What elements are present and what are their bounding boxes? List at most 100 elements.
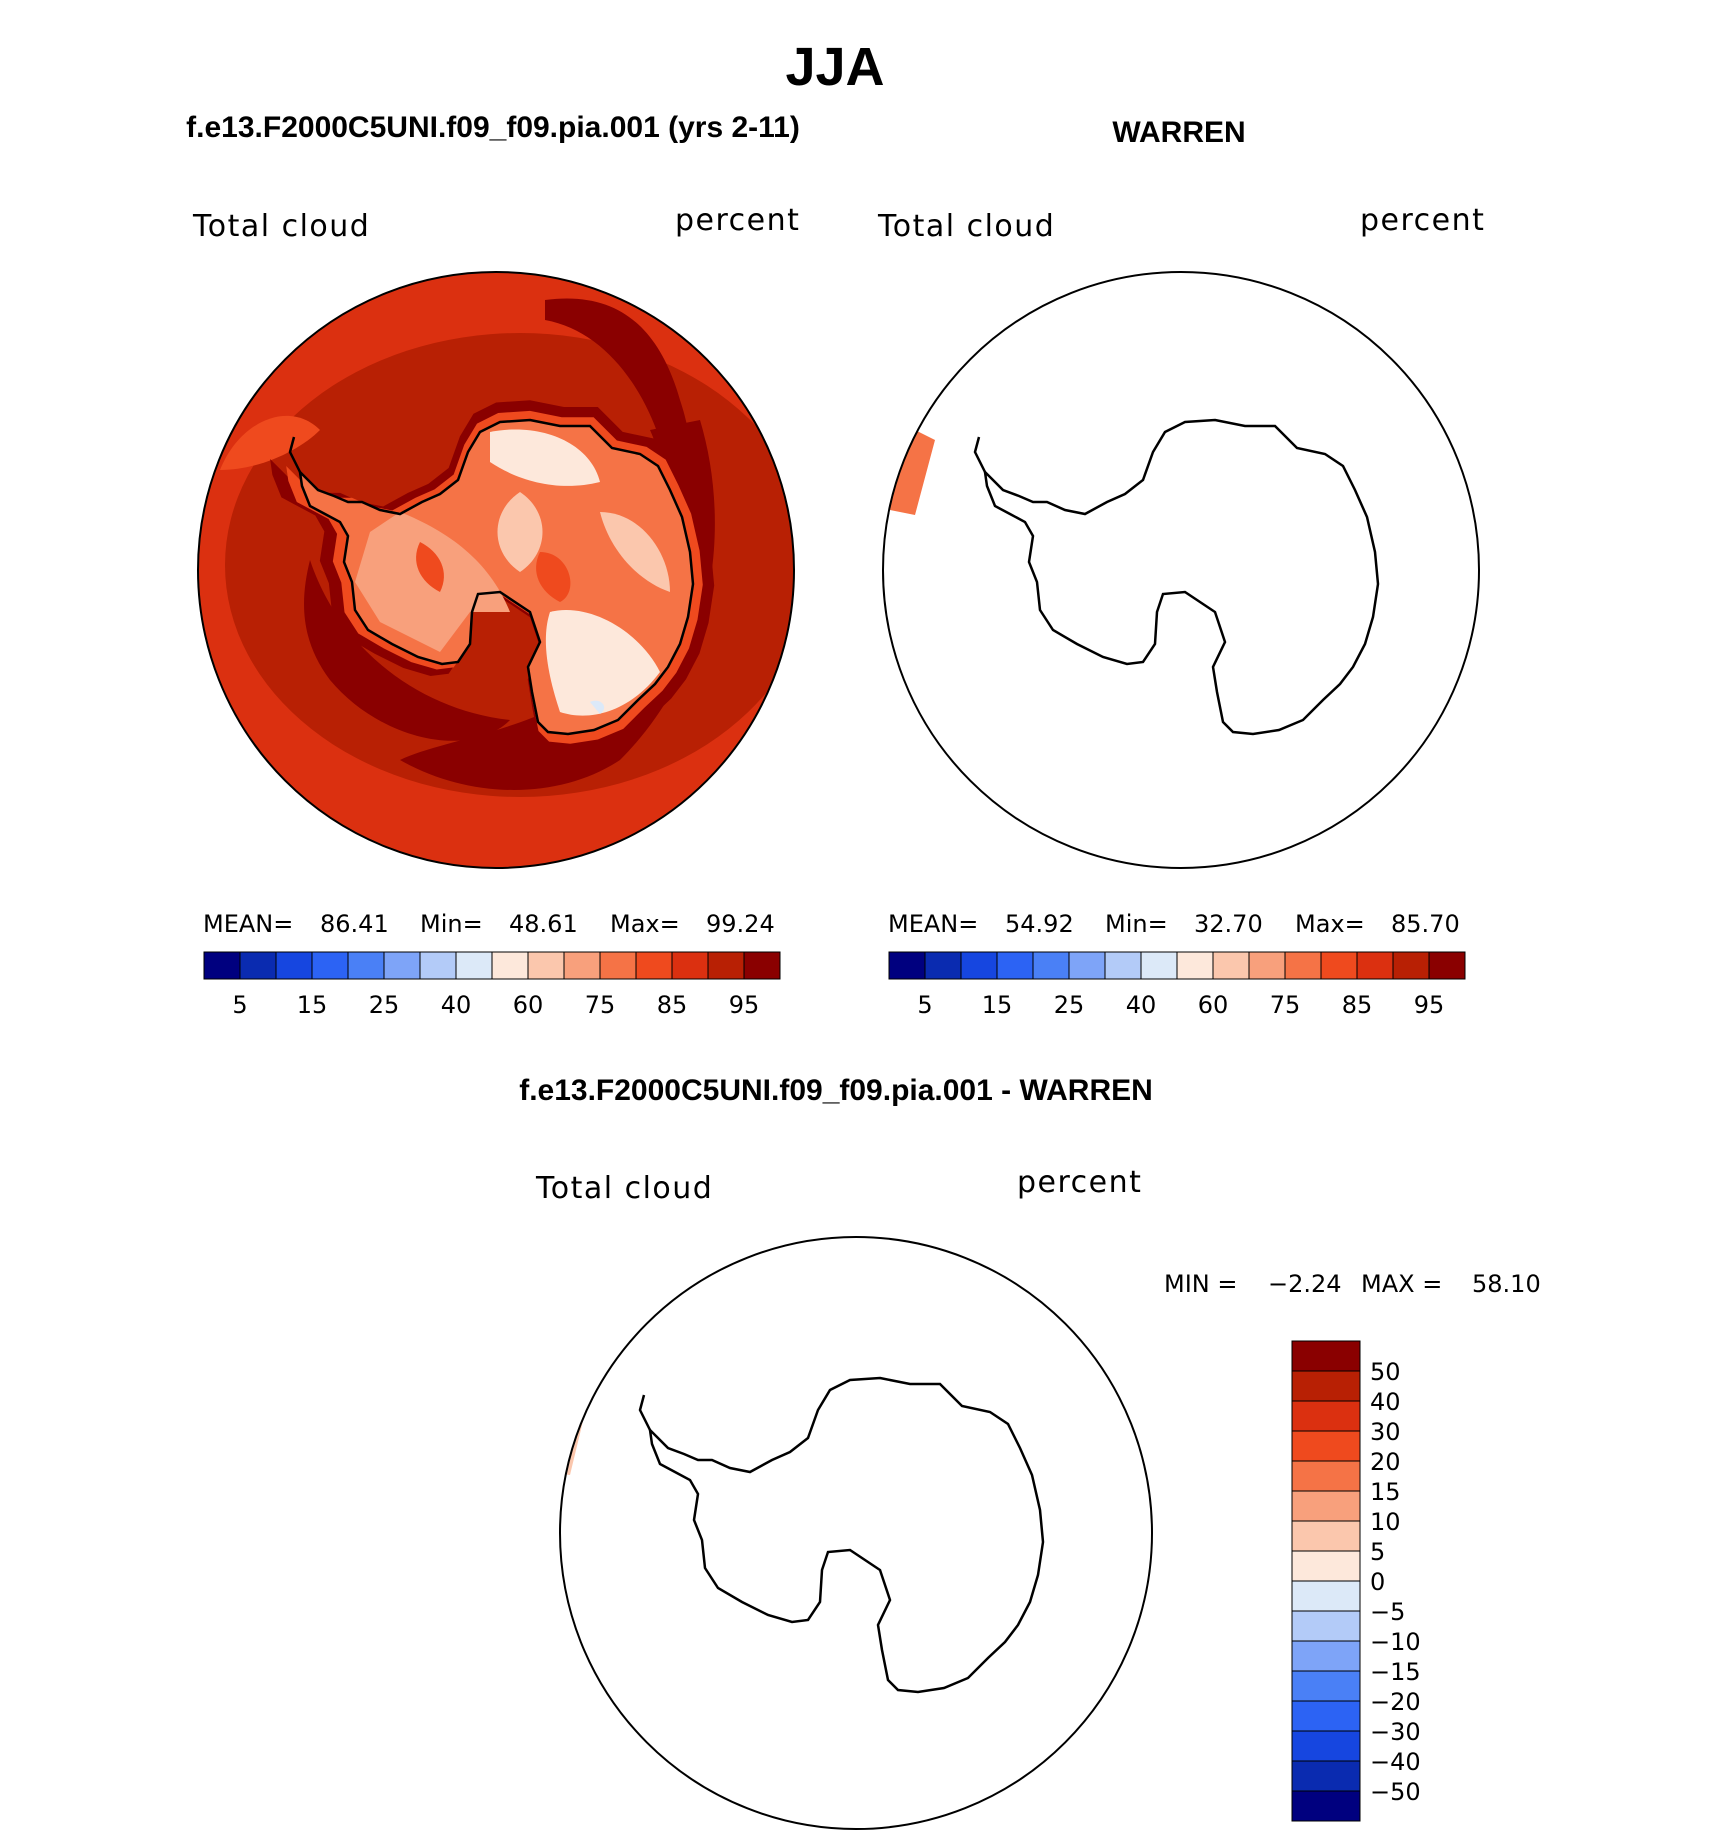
min-value: −2.24: [1268, 1270, 1342, 1298]
colorbar-swatch: [383, 951, 421, 980]
colorbar-tick-label: −50: [1370, 1778, 1421, 1806]
colorbar-swatch: [563, 951, 601, 980]
colorbar-tick-label: −20: [1370, 1688, 1421, 1716]
antarctica-coastline: [638, 1376, 1045, 1694]
antarctica-coastline: [973, 418, 1380, 736]
max-label: Max=: [610, 910, 680, 938]
min-label: MIN =: [1164, 1270, 1237, 1298]
colorbar-swatch: [1248, 951, 1286, 980]
stats-line-obs: MEAN= 54.92 Min= 32.70 Max= 85.70: [888, 910, 1460, 938]
colorbar-swatch: [1140, 951, 1178, 980]
colorbar-tick-label: 5: [917, 991, 932, 1019]
panel-diff: f.e13.F2000C5UNI.f09_f09.pia.001 - WARRE…: [519, 1074, 1541, 1830]
panel-obs: WARREN Total cloud percent MEAN= 54.92 M…: [877, 116, 1485, 1019]
max-label: MAX =: [1361, 1270, 1442, 1298]
min-value: 48.61: [509, 910, 578, 938]
colorbar-tick-label: 30: [1370, 1418, 1401, 1446]
colorbar-swatch: [1291, 1790, 1361, 1822]
mean-label: MEAN=: [203, 910, 293, 938]
colorbar-tick-label: 60: [513, 991, 544, 1019]
colorbar-tick-label: 60: [1198, 991, 1229, 1019]
colorbar-swatch: [1291, 1430, 1361, 1462]
colorbar-swatch: [1291, 1550, 1361, 1582]
colorbar-swatch: [1212, 951, 1250, 980]
colorbar-swatch: [707, 951, 745, 980]
colorbar-swatch: [1032, 951, 1070, 980]
polar-map-model: [197, 271, 795, 869]
colorbar-swatch: [347, 951, 385, 980]
colorbar-swatch: [1291, 1340, 1361, 1372]
colorbar-swatch: [924, 951, 962, 980]
colorbar-swatch: [1291, 1640, 1361, 1672]
panel-model-units: percent: [675, 203, 800, 238]
colorbar-swatch: [1356, 951, 1394, 980]
colorbar-swatch: [1428, 951, 1466, 980]
polar-map-obs: [882, 271, 1480, 869]
colorbar-tick-label: −15: [1370, 1658, 1421, 1686]
max-value: 99.24: [706, 910, 775, 938]
colorbar-tick-label: 15: [1370, 1478, 1401, 1506]
colorbar-swatch: [743, 951, 781, 980]
colorbar-swatch: [311, 951, 349, 980]
antarctica-coastline: [288, 418, 695, 736]
colorbar-tick-label: 40: [1126, 991, 1157, 1019]
panel-model: f.e13.F2000C5UNI.f09_f09.pia.001 (yrs 2-…: [186, 111, 800, 1019]
polar-map-diff: [559, 1236, 1153, 1830]
mean-value: 54.92: [1005, 910, 1074, 938]
colorbar-swatch: [1291, 1730, 1361, 1762]
colorbar-tick-label: 75: [1270, 991, 1301, 1019]
colorbar-swatch: [527, 951, 565, 980]
colorbar-tick-label: 50: [1370, 1358, 1401, 1386]
colorbar-swatch: [1392, 951, 1430, 980]
colorbar-tick-label: 85: [657, 991, 688, 1019]
colorbar-swatch: [1320, 951, 1358, 980]
mean-label: MEAN=: [888, 910, 978, 938]
colorbar-swatch: [1291, 1400, 1361, 1432]
colorbar-swatch: [635, 951, 673, 980]
colorbar-swatch: [239, 951, 277, 980]
map-boundary: [559, 1236, 1153, 1830]
max-value: 85.70: [1391, 910, 1460, 938]
colorbar-swatch: [1291, 1370, 1361, 1402]
colorbar-swatch: [275, 951, 313, 980]
map-boundary: [197, 271, 795, 869]
colorbar-swatch: [455, 951, 493, 980]
panel-diff-units: percent: [1017, 1165, 1142, 1200]
colorbar-tick-label: −30: [1370, 1718, 1421, 1746]
colorbar-tick-label: 0: [1370, 1568, 1385, 1596]
colorbar-swatch: [1291, 1460, 1361, 1492]
colorbar-tick-label: 25: [369, 991, 400, 1019]
colorbar-tick-label: 20: [1370, 1448, 1401, 1476]
colorbar-swatch: [1176, 951, 1214, 980]
figure-title: JJA: [785, 37, 884, 97]
panel-obs-units: percent: [1360, 203, 1485, 238]
colorbar-swatch: [1104, 951, 1142, 980]
max-label: Max=: [1295, 910, 1365, 938]
colorbar-swatch: [491, 951, 529, 980]
colorbar-tick-label: 25: [1054, 991, 1085, 1019]
colorbar-swatch: [1291, 1670, 1361, 1702]
min-value: 32.70: [1194, 910, 1263, 938]
colorbar-tick-label: 85: [1342, 991, 1373, 1019]
panel-diff-heading: f.e13.F2000C5UNI.f09_f09.pia.001 - WARRE…: [519, 1074, 1153, 1107]
panel-model-field-label: Total cloud: [192, 209, 370, 244]
colorbar-tick-label: 15: [297, 991, 328, 1019]
colorbar-tick-label: 10: [1370, 1508, 1401, 1536]
colorbar-tick-label: 75: [585, 991, 616, 1019]
colorbar-swatch: [960, 951, 998, 980]
panel-obs-heading: WARREN: [1112, 116, 1245, 149]
colorbar-swatch: [1284, 951, 1322, 980]
colorbar-swatch: [599, 951, 637, 980]
colorbar-tick-label: 95: [1414, 991, 1445, 1019]
colorbar-swatch: [1291, 1700, 1361, 1732]
colorbar-tick-label: −40: [1370, 1748, 1421, 1776]
colorbar-swatch: [1291, 1580, 1361, 1612]
colorbar-swatch: [671, 951, 709, 980]
max-value: 58.10: [1472, 1270, 1541, 1298]
colorbar-swatch: [1291, 1610, 1361, 1642]
mean-value: 86.41: [320, 910, 389, 938]
colorbar-swatch: [888, 951, 926, 980]
colorbar-obs: 5 15 25 40 60 75 85 95: [888, 951, 1466, 1019]
